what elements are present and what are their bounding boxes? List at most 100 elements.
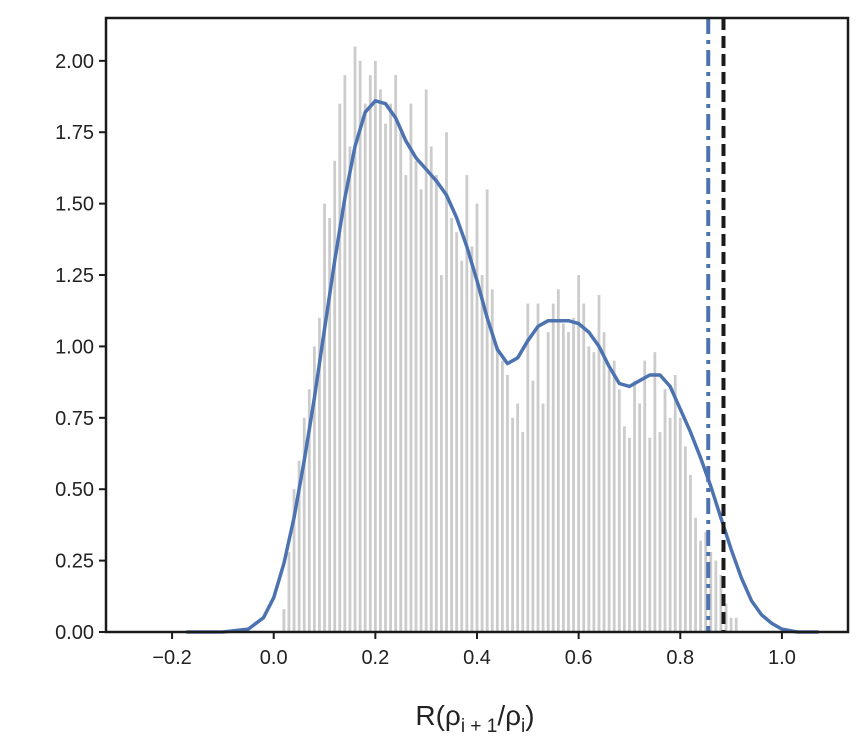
histogram-bar (607, 369, 611, 632)
y-tick-label: 1.25 (55, 265, 94, 287)
y-tick-label: 1.50 (55, 194, 94, 216)
y-tick-label: 1.00 (55, 336, 94, 358)
histogram-bar (653, 352, 657, 632)
x-tick-label: 0.0 (260, 647, 288, 669)
histogram-bar (485, 189, 489, 633)
histogram-bar (384, 123, 387, 633)
histogram-bar (333, 160, 337, 632)
histogram-bar (450, 217, 453, 632)
histogram-bar (719, 574, 723, 632)
histogram-bar (455, 232, 459, 633)
histogram-bar (287, 552, 291, 632)
x-tick-label: 0.8 (666, 647, 694, 669)
x-tick-label: −0.2 (152, 647, 191, 669)
y-tick-label: 2.00 (55, 51, 94, 73)
histogram-bar (633, 380, 636, 632)
histogram-bar (470, 246, 474, 632)
histogram-bar (724, 603, 728, 632)
histogram-bar (561, 323, 565, 632)
histogram-bar (658, 432, 662, 632)
histogram-bar (587, 346, 591, 632)
histogram-bar (582, 303, 586, 632)
x-axis-label: R(ρi + 1/ρi) (415, 700, 534, 737)
histogram-bar (480, 275, 484, 632)
histogram-bar (490, 289, 494, 632)
histogram-bar (597, 295, 601, 632)
histogram-bar (521, 432, 525, 632)
histogram-bar (353, 46, 357, 632)
histogram-bars (282, 46, 738, 633)
histogram-bar (323, 203, 326, 632)
histogram-bar (638, 403, 642, 632)
histogram-bar (419, 189, 423, 633)
histogram-bar (689, 474, 692, 632)
histogram-bar (592, 352, 596, 632)
histogram-bar (424, 89, 428, 633)
histogram-bar (465, 175, 469, 632)
histogram-bar (714, 560, 718, 632)
histogram-bar (414, 160, 418, 632)
histogram-bar (338, 103, 342, 632)
histogram-bar (292, 489, 296, 632)
histogram-bar (318, 317, 321, 632)
histogram-bar (445, 132, 448, 633)
histogram-bar (704, 532, 708, 632)
histogram-bar (531, 380, 535, 632)
histogram-bar (501, 360, 504, 632)
reference-lines (706, 18, 726, 632)
y-tick-label: 0.25 (55, 551, 94, 573)
histogram-bar (404, 175, 408, 632)
histogram-bar (343, 75, 347, 633)
histogram-bar (282, 609, 286, 632)
histogram-bar (694, 517, 697, 632)
histogram-bar (628, 437, 631, 632)
histogram-bar (541, 403, 545, 632)
histogram-bar (556, 289, 560, 632)
histogram-bar (668, 417, 672, 632)
histogram-bar (622, 426, 626, 632)
histogram-bar (389, 103, 393, 632)
x-tick-label: 0.6 (565, 647, 593, 669)
x-axis-ticks: −0.2 0.0 0.2 0.4 0.6 0.8 1.0 (152, 632, 796, 669)
histogram-bar (602, 332, 606, 632)
histogram-bar (516, 403, 520, 632)
y-tick-label: 0.75 (55, 408, 94, 430)
histogram-bar (379, 89, 382, 633)
y-tick-label: 1.75 (55, 122, 94, 144)
histogram-bar (734, 617, 738, 632)
histogram-bar (475, 203, 479, 632)
histogram-bar (536, 303, 540, 632)
histogram-bar (307, 389, 311, 632)
histogram-bar (673, 374, 677, 632)
histogram-bar (312, 346, 316, 632)
histogram-bar (348, 146, 352, 632)
histogram-bar (648, 437, 652, 632)
histogram-bar (297, 460, 301, 632)
histogram-bar (699, 540, 703, 632)
histogram-bar (358, 60, 362, 632)
histogram-bar (678, 417, 682, 632)
histogram-bar (617, 389, 621, 632)
y-tick-label: 0.00 (55, 622, 94, 644)
histogram-bar (394, 75, 398, 633)
histogram-bar (373, 60, 377, 632)
histogram-bar (663, 389, 667, 632)
histogram-bar (612, 360, 616, 632)
histogram-bar (440, 275, 443, 632)
histogram-bar (577, 275, 581, 632)
x-tick-label: 0.4 (463, 647, 491, 669)
histogram-bar (399, 132, 403, 633)
histogram-bar (302, 417, 306, 632)
histogram-bar (434, 175, 438, 632)
histogram-bar (709, 552, 713, 632)
histogram-bar (572, 317, 575, 632)
histogram-bar (567, 332, 570, 632)
histogram-bar (460, 260, 464, 632)
histogram-bar (429, 146, 433, 632)
histogram-bar (328, 217, 332, 632)
histogram-bar (683, 446, 687, 632)
x-tick-label: 1.0 (768, 647, 796, 669)
histogram-bar (506, 374, 509, 632)
